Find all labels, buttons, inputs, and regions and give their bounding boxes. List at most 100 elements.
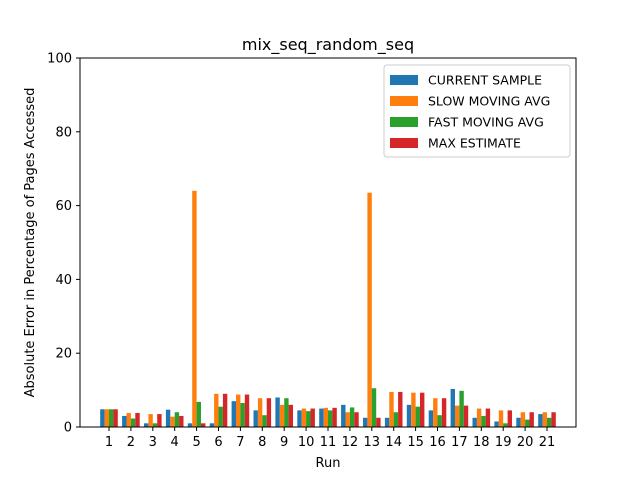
bar-slow-moving-avg-run-18 [476, 408, 482, 427]
legend-label: CURRENT SAMPLE [428, 73, 542, 88]
bar-fast-moving-avg-run-19 [503, 423, 508, 427]
bar-fast-moving-avg-run-13 [371, 388, 377, 427]
y-tick-label: 100 [47, 52, 72, 67]
bar-slow-moving-avg-run-13 [367, 192, 372, 427]
x-tick-label: 21 [539, 435, 556, 450]
bar-fast-moving-avg-run-6 [218, 406, 223, 427]
x-tick-label: 12 [342, 435, 359, 450]
y-axis: 0 20 40 60 80 100 [47, 52, 80, 436]
x-tick-label: 17 [451, 435, 468, 450]
bar-fast-moving-avg-run-2 [130, 418, 136, 427]
bar-fast-moving-avg-run-9 [284, 398, 289, 427]
y-tick-label: 40 [55, 273, 72, 288]
bar-fast-moving-avg-run-3 [152, 423, 158, 427]
bar-max-estimate-run-2 [135, 412, 140, 427]
x-tick-label: 4 [171, 435, 179, 450]
bar-max-estimate-run-5 [201, 423, 206, 427]
legend-swatch [390, 75, 418, 85]
bars-group [100, 190, 556, 427]
bar-slow-moving-avg-run-3 [148, 414, 153, 427]
bar-max-estimate-run-17 [463, 405, 469, 427]
bar-current-sample-run-6 [209, 423, 215, 427]
bar-slow-moving-avg-run-12 [345, 412, 350, 427]
bar-current-sample-run-21 [538, 414, 543, 427]
bar-slow-moving-avg-run-2 [126, 412, 131, 427]
legend-swatch [390, 96, 418, 106]
bar-fast-moving-avg-run-4 [174, 412, 180, 427]
bar-fast-moving-avg-run-1 [109, 409, 114, 427]
x-tick-label: 7 [236, 435, 244, 450]
x-tick-label: 6 [214, 435, 222, 450]
bar-fast-moving-avg-run-16 [437, 415, 442, 427]
bar-slow-moving-avg-run-1 [104, 409, 109, 427]
x-tick-label: 15 [407, 435, 424, 450]
legend-swatch [390, 138, 418, 148]
bar-slow-moving-avg-run-21 [542, 412, 547, 427]
bar-current-sample-run-13 [363, 417, 368, 427]
legend-swatch [390, 117, 418, 127]
bar-fast-moving-avg-run-7 [240, 403, 245, 427]
bar-max-estimate-run-10 [310, 408, 315, 427]
bar-max-estimate-run-13 [376, 417, 381, 427]
legend: CURRENT SAMPLE SLOW MOVING AVG FAST MOVING… [383, 64, 571, 158]
bar-current-sample-run-8 [253, 410, 258, 427]
bar-current-sample-run-10 [297, 410, 302, 427]
bar-fast-moving-avg-run-8 [262, 415, 267, 427]
bar-current-sample-run-3 [144, 423, 149, 427]
bar-slow-moving-avg-run-6 [214, 393, 219, 427]
chart-title: mix_seq_random_seq [242, 35, 414, 55]
bar-slow-moving-avg-run-14 [389, 391, 394, 427]
x-tick-label: 11 [320, 435, 337, 450]
x-tick-label: 14 [385, 435, 402, 450]
bar-max-estimate-run-6 [222, 393, 228, 427]
bar-fast-moving-avg-run-11 [328, 410, 333, 427]
bar-fast-moving-avg-run-21 [547, 417, 552, 427]
bar-max-estimate-run-19 [507, 410, 512, 427]
x-tick-label: 9 [280, 435, 288, 450]
bar-max-estimate-run-14 [398, 391, 403, 427]
x-tick-label: 20 [517, 435, 534, 450]
bar-slow-moving-avg-run-9 [279, 404, 285, 427]
bar-slow-moving-avg-run-15 [411, 392, 416, 427]
legend-label: FAST MOVING AVG [428, 115, 544, 130]
bar-max-estimate-run-11 [332, 407, 337, 427]
legend-label: SLOW MOVING AVG [428, 94, 550, 109]
x-axis-label: Run [316, 456, 341, 471]
bar-slow-moving-avg-run-20 [520, 412, 526, 427]
bar-current-sample-run-15 [406, 404, 412, 427]
x-tick-label: 13 [364, 435, 381, 450]
bar-current-sample-run-18 [472, 417, 477, 427]
bar-slow-moving-avg-run-19 [498, 410, 504, 427]
bar-max-estimate-run-16 [441, 398, 447, 427]
bar-current-sample-run-11 [319, 408, 324, 427]
bar-fast-moving-avg-run-17 [459, 390, 464, 427]
bar-fast-moving-avg-run-12 [349, 407, 355, 427]
y-tick-label: 20 [55, 347, 72, 362]
bar-max-estimate-run-20 [529, 412, 534, 427]
x-tick-label: 18 [473, 435, 490, 450]
x-tick-label: 10 [298, 435, 315, 450]
bar-max-estimate-run-9 [288, 404, 293, 427]
bar-current-sample-run-9 [275, 397, 280, 427]
bar-current-sample-run-12 [341, 404, 346, 427]
bar-max-estimate-run-15 [420, 392, 425, 427]
x-tick-label: 19 [495, 435, 512, 450]
y-tick-label: 0 [64, 421, 72, 436]
bar-fast-moving-avg-run-20 [525, 419, 530, 427]
x-tick-label: 5 [192, 435, 200, 450]
bar-fast-moving-avg-run-18 [481, 415, 486, 427]
bar-fast-moving-avg-run-10 [306, 411, 311, 427]
bar-max-estimate-run-8 [266, 398, 272, 427]
bar-slow-moving-avg-run-8 [257, 398, 263, 427]
bar-current-sample-run-5 [187, 423, 193, 427]
bar-max-estimate-run-3 [157, 414, 162, 427]
x-tick-label: 2 [127, 435, 135, 450]
y-axis-label: Absolute Error in Percentage of Pages Ac… [23, 88, 38, 398]
bar-slow-moving-avg-run-16 [433, 398, 438, 427]
bar-slow-moving-avg-run-4 [170, 416, 175, 427]
legend-box [383, 64, 571, 158]
x-tick-label: 1 [105, 435, 113, 450]
bar-fast-moving-avg-run-14 [393, 412, 399, 427]
x-axis: 1 2 3 4 5 6 7 8 9 10 11 12 13 14 15 16 17 18 19 20 21 [105, 427, 555, 450]
bar-slow-moving-avg-run-17 [455, 405, 460, 427]
